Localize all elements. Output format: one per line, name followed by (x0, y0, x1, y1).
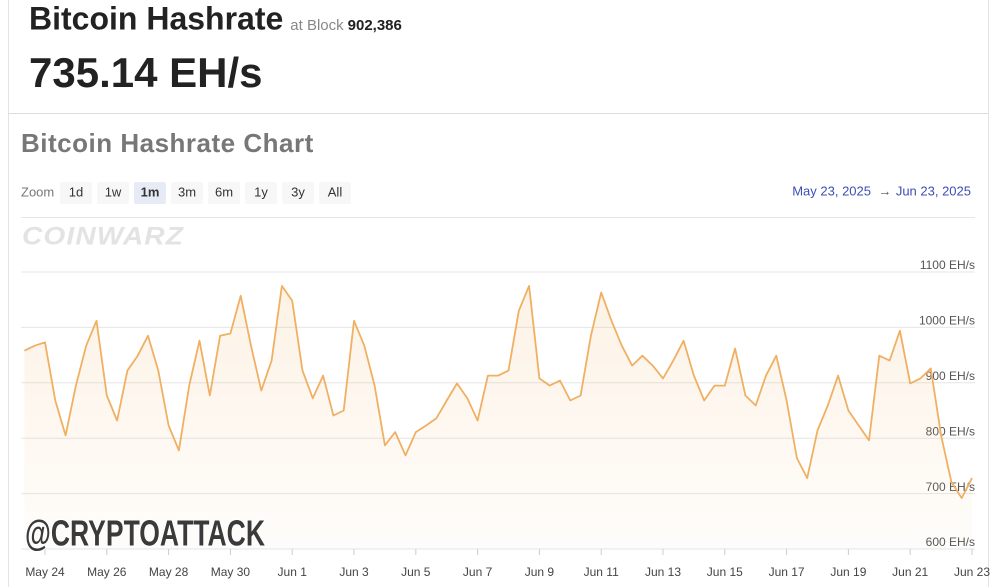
date-range-arrow: → (879, 183, 892, 198)
hashrate-value: 735.14 EH/s (29, 49, 263, 96)
x-tick-label: May 28 (149, 565, 189, 579)
date-range-start[interactable]: May 23, 2025 (792, 183, 871, 198)
zoom-button-bg (134, 182, 166, 204)
zoom-button[interactable]: 1w (97, 182, 129, 204)
zoom-button-label[interactable]: 1m (141, 184, 160, 199)
x-tick-label: Jun 3 (339, 565, 369, 579)
line (24, 285, 973, 499)
zoom-button-bg (208, 182, 240, 204)
y-tick-label: 1100 EH/s (920, 258, 975, 272)
page-title: Bitcoin Hashrate (29, 0, 283, 36)
zoom-button-label[interactable]: 1d (69, 184, 83, 199)
y-tick-label: 900 EH/s (926, 369, 975, 383)
zoom-button-bg (60, 182, 92, 204)
x-tick-label: May 26 (87, 565, 127, 579)
zoom-button-bg (97, 182, 129, 204)
x-tick-label: May 30 (211, 565, 251, 579)
zoom-button[interactable]: 6m (208, 182, 240, 204)
x-tick-label: Jun 5 (401, 565, 431, 579)
zoom-button[interactable]: 1d (60, 182, 92, 204)
chart-title: Bitcoin Hashrate Chart (21, 128, 314, 158)
zoom-button-label[interactable]: 3y (291, 184, 305, 199)
zoom-button-label[interactable]: All (328, 184, 343, 199)
zoom-button[interactable]: 1y (245, 182, 277, 204)
zoom-button-bg (171, 182, 203, 204)
watermark-handle: @CRYPTOATTACK (25, 513, 265, 554)
x-tick-label: May 24 (25, 565, 65, 579)
zoom-button-label[interactable]: 1w (105, 184, 122, 199)
zoom-button-bg (245, 182, 277, 204)
zoom-button[interactable]: 1m (134, 182, 166, 204)
y-tick-label: 1000 EH/s (919, 314, 975, 328)
watermark-logo: COINWARZ (22, 223, 185, 251)
x-tick-label: Jun 1 (278, 565, 308, 579)
zoom-button[interactable]: 3m (171, 182, 203, 204)
x-tick-label: Jun 21 (892, 565, 928, 579)
x-tick-label: Jun 19 (830, 565, 866, 579)
date-range-end[interactable]: Jun 23, 2025 (896, 183, 971, 198)
zoom-label: Zoom (21, 184, 54, 199)
x-tick-label: Jun 13 (645, 565, 681, 579)
x-tick-label: Jun 15 (707, 565, 743, 579)
x-tick-label: Jun 9 (525, 565, 555, 579)
x-tick-label: Jun 7 (463, 565, 493, 579)
zoom-button-label[interactable]: 3m (178, 184, 196, 199)
zoom-button-label[interactable]: 6m (215, 184, 233, 199)
x-tick-label: Jun 11 (584, 565, 619, 579)
block-number: 902,386 (348, 17, 402, 34)
x-tick-label: Jun 17 (769, 565, 805, 579)
zoom-button-label[interactable]: 1y (254, 184, 268, 199)
zoom-button[interactable]: 3y (282, 182, 314, 204)
x-tick-label: Jun 23 (954, 565, 990, 579)
zoom-button-bg (319, 182, 351, 204)
zoom-button-bg (282, 182, 314, 204)
zoom-button[interactable]: All (319, 182, 351, 204)
block-label: at Block (290, 17, 344, 34)
